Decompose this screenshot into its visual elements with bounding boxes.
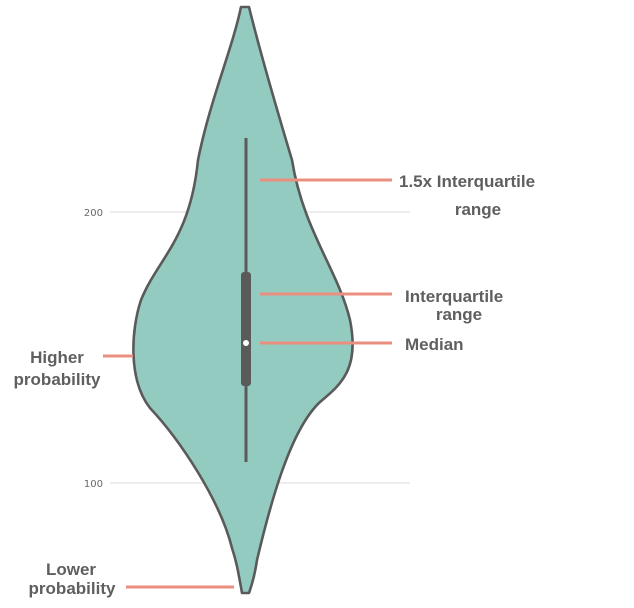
label-iqr-line2: range [436,305,482,324]
tick-label-100: 100 [84,479,103,490]
tick-label-200: 200 [84,208,103,219]
label-whisker-line2: range [455,200,501,219]
label-lower-probability-line1: Lower [46,560,96,579]
label-median: Median [405,335,464,354]
median-marker [243,340,249,346]
label-higher-probability-line2: probability [14,370,101,389]
label-whisker-line1: 1.5x Interquartile [399,172,535,191]
label-iqr-line1: Interquartile [405,287,503,306]
label-lower-probability-line2: probability [29,579,116,598]
iqr-box [241,272,251,386]
label-higher-probability-line1: Higher [30,348,84,367]
